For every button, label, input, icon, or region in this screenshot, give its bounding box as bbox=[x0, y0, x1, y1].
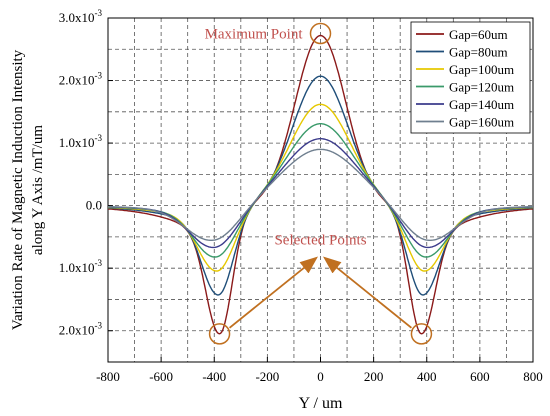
y-tick-label: 1.0x10-3 bbox=[59, 133, 103, 150]
legend-entry: Gap=80um bbox=[449, 45, 508, 60]
selected-point-marker-right bbox=[410, 323, 433, 345]
x-tick-label: -200 bbox=[255, 369, 279, 384]
y-tick-label: 1.0x10-3 bbox=[59, 258, 103, 275]
x-tick-label: 800 bbox=[523, 369, 543, 384]
x-tick-label: 400 bbox=[417, 369, 437, 384]
x-tick-label: -400 bbox=[202, 369, 226, 384]
y-tick-label: 0.0 bbox=[86, 198, 102, 213]
legend: Gap=60um Gap=80um Gap=100um Gap=120um Gap=14… bbox=[410, 21, 531, 134]
y-tick-label: 2.0x10-3 bbox=[59, 71, 103, 88]
x-tick-label: -800 bbox=[96, 369, 120, 384]
legend-entry: Gap=60um bbox=[449, 27, 508, 42]
x-tick-label: 200 bbox=[364, 369, 384, 384]
x-axis-label: Y / um bbox=[299, 395, 343, 412]
series-line-gap-100um bbox=[107, 103, 534, 272]
x-tick-label: 0 bbox=[317, 369, 324, 384]
series-line-gap-160um bbox=[108, 148, 533, 241]
series-lines bbox=[107, 34, 534, 335]
x-axis: -800 -600 -400 -200 0 200 400 600 800 bbox=[96, 357, 543, 384]
y-axis-label-line2: along Y Axis /mT/um bbox=[30, 125, 46, 255]
y-axis-label-line1: Variation Rate of Magnetic Induction Int… bbox=[10, 49, 26, 330]
maximum-point-marker bbox=[309, 22, 332, 45]
series-line-gap-120um bbox=[108, 123, 533, 258]
y-tick-label: 3.0x10-3 bbox=[59, 8, 103, 25]
legend-entry: Gap=140um bbox=[449, 97, 514, 112]
y-tick-label: 2.0x10-3 bbox=[59, 321, 103, 338]
grid bbox=[108, 18, 533, 362]
legend-entry: Gap=120um bbox=[449, 80, 514, 95]
legend-box bbox=[410, 21, 531, 134]
y-axis: 3.0x10-3 2.0x10-3 1.0x10-3 0.0 1.0x10-3 2.0x1… bbox=[59, 8, 113, 338]
legend-entry: Gap=160um bbox=[449, 115, 514, 130]
selected-point-marker-left bbox=[208, 323, 231, 345]
x-tick-label: 600 bbox=[470, 369, 490, 384]
annotations: Maximum Point Selected Points bbox=[205, 22, 433, 345]
arrow-right bbox=[323, 256, 413, 329]
maximum-point-label: Maximum Point bbox=[205, 27, 304, 43]
x-tick-label: -600 bbox=[149, 369, 173, 384]
legend-entry: Gap=100um bbox=[449, 62, 514, 77]
arrow-left bbox=[228, 256, 318, 329]
selected-points-label: Selected Points bbox=[274, 232, 366, 248]
